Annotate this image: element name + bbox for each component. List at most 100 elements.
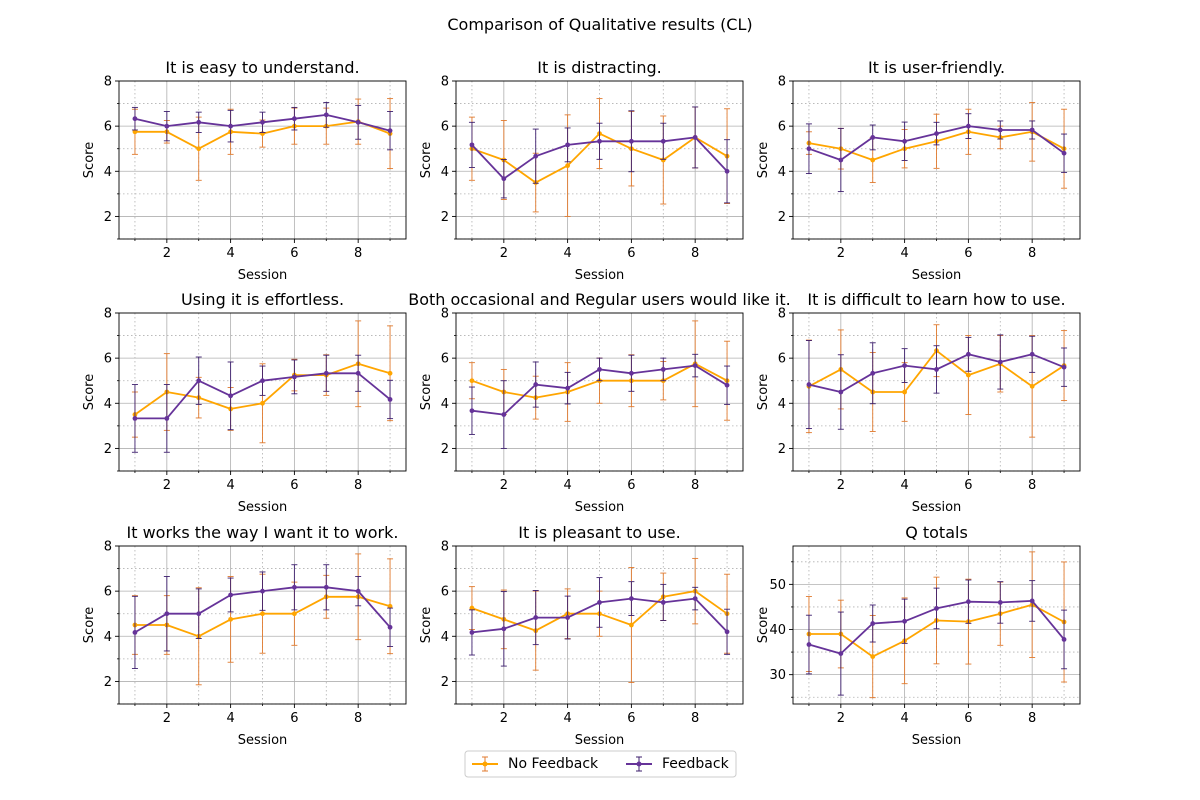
subplot-4: 2 4 6 8 2 4 6 8 Using it is effortless. Session Sc… [82, 290, 407, 515]
legend-marker-no-feedback [482, 761, 488, 767]
data-point-no-feedback [387, 603, 393, 609]
data-point-no-feedback [565, 163, 571, 169]
tick-label-y: 4 [778, 397, 786, 412]
tick-label-y: 6 [441, 120, 449, 135]
data-point-no-feedback [870, 654, 876, 659]
data-point-feedback [965, 351, 971, 357]
plot-area [468, 98, 731, 217]
tick-label-y: 2 [104, 675, 112, 690]
y-axis-label: Score [419, 142, 434, 178]
data-point-feedback [806, 642, 812, 647]
subplot-3: 2 4 6 8 2 4 6 8 It is user-friendly. Session Score [756, 58, 1081, 283]
axes-frame [792, 80, 1081, 240]
data-point-no-feedback [260, 611, 265, 617]
data-point-no-feedback [1029, 383, 1035, 389]
data-point-feedback [291, 374, 297, 380]
data-point-feedback [323, 112, 329, 118]
tick-label-y: 6 [778, 352, 786, 367]
tick-label-y: 4 [778, 165, 786, 180]
tick-label-y: 8 [441, 307, 449, 322]
tick-label-y: 50 [769, 578, 786, 593]
x-axis-label: Session [575, 733, 625, 748]
tick-label-x: 6 [290, 246, 298, 261]
tick-label-y: 30 [769, 668, 786, 683]
plot-area [468, 557, 731, 684]
tick-label-x: 4 [563, 478, 571, 493]
x-axis-label: Session [575, 268, 625, 283]
y-axis-label: Score [756, 374, 771, 410]
figure-title: Comparison of Qualitative results (CL) [447, 15, 752, 34]
x-axis-label: Session [912, 500, 962, 515]
data-point-no-feedback [196, 146, 202, 152]
tick-label-y: 4 [104, 630, 112, 645]
tick-label-y: 6 [104, 120, 112, 135]
data-point-feedback [323, 584, 329, 590]
data-point-feedback [469, 630, 475, 635]
tick-label-y: 6 [104, 352, 112, 367]
tick-label-y: 6 [104, 585, 112, 600]
data-point-no-feedback [660, 157, 666, 163]
data-point-feedback [934, 606, 939, 611]
tick-label-y: 2 [778, 442, 786, 457]
x-axis-label: Session [238, 500, 288, 515]
data-point-feedback [1061, 150, 1067, 156]
data-point-feedback [997, 127, 1003, 133]
data-point-feedback [838, 157, 844, 163]
data-point-feedback [692, 135, 698, 140]
data-point-no-feedback [291, 611, 297, 617]
data-point-feedback [228, 123, 234, 129]
data-point-feedback [132, 416, 138, 421]
subplot-title: It is pleasant to use. [518, 523, 680, 542]
data-point-feedback [806, 382, 812, 387]
legend-label-feedback: Feedback [662, 756, 730, 772]
legend: No Feedback Feedback [464, 750, 737, 778]
data-point-feedback [196, 119, 202, 125]
data-point-feedback [870, 135, 876, 140]
series-feedback [468, 106, 731, 204]
data-point-feedback [469, 142, 475, 148]
data-point-feedback [501, 176, 507, 182]
tick-label-y: 8 [104, 307, 112, 322]
tick-label-x: 4 [563, 246, 571, 261]
y-axis-label: Score [419, 607, 434, 643]
tick-label-x: 4 [226, 711, 234, 726]
tick-label-x: 4 [226, 246, 234, 261]
data-point-feedback [164, 123, 170, 129]
tick-label-x: 4 [226, 478, 234, 493]
data-point-feedback [1029, 598, 1035, 604]
data-point-feedback [692, 363, 698, 368]
data-point-feedback [1061, 637, 1067, 642]
data-point-feedback [838, 651, 844, 656]
data-point-no-feedback [628, 622, 634, 628]
tick-label-y: 6 [778, 120, 786, 135]
tick-label-y: 8 [104, 540, 112, 555]
data-point-feedback [870, 370, 876, 376]
y-axis-label: Score [82, 374, 97, 410]
y-axis-label: Score [756, 607, 771, 643]
data-point-feedback [291, 584, 297, 590]
data-point-feedback [533, 382, 539, 387]
subplot-title: Using it is effortless. [181, 290, 344, 309]
data-point-no-feedback [870, 157, 876, 163]
data-point-feedback [291, 116, 297, 122]
data-point-feedback [501, 412, 507, 417]
tick-label-y: 4 [104, 165, 112, 180]
tick-label-y: 2 [441, 675, 449, 690]
tick-label-y: 6 [441, 352, 449, 367]
subplot-title: Q totals [905, 523, 968, 542]
data-point-feedback [838, 389, 844, 395]
plot-area [805, 551, 1068, 699]
data-point-feedback [1029, 127, 1035, 133]
series-feedback [805, 113, 1068, 193]
tick-label-y: 6 [441, 585, 449, 600]
data-point-feedback [196, 378, 202, 384]
data-point-feedback [565, 142, 571, 148]
axes-frame [118, 545, 407, 705]
data-point-feedback [387, 128, 393, 134]
tick-label-x: 2 [837, 711, 845, 726]
tick-label-x: 6 [964, 711, 972, 726]
data-point-feedback [934, 131, 939, 136]
data-point-feedback [260, 119, 265, 125]
tick-label-x: 6 [627, 478, 635, 493]
